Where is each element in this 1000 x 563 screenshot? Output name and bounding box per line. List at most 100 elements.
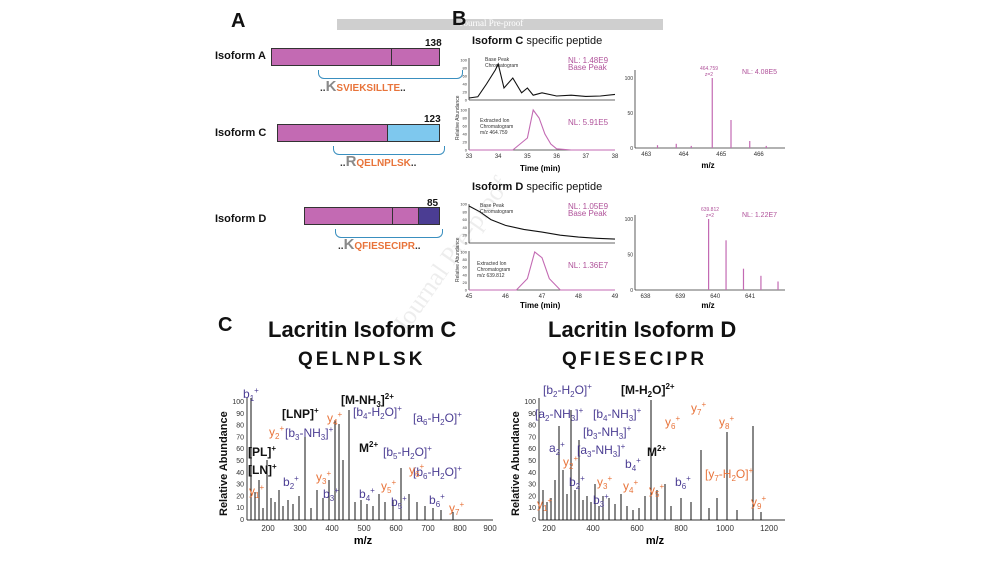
svg-text:[LN]+: [LN]+ (248, 462, 277, 477)
panel-letter-c: C (218, 314, 233, 336)
y-tick-label: 80 (463, 116, 468, 121)
svg-text:[PL]+: [PL]+ (248, 444, 276, 459)
msms-y-tick-label: 20 (236, 493, 244, 500)
ms-x-tick-label: 638 (640, 294, 651, 300)
msms-x-tick-label: 400 (325, 524, 339, 533)
msms-y-tick-label: 10 (236, 505, 244, 512)
svg-text:M2+: M2+ (359, 440, 378, 455)
y-tick-label: 100 (460, 250, 467, 255)
ms-x-tick-label: 641 (745, 294, 756, 300)
svg-text:[b5-H2O]+: [b5-H2O]+ (383, 444, 432, 461)
svg-text:b6+: b6+ (429, 492, 445, 509)
ms-y-tick-label: 50 (627, 111, 633, 117)
c-ylabel: Relative Abundance (455, 95, 461, 140)
msms-y-tick-label: 50 (528, 458, 536, 465)
y-tick-label: 20 (463, 90, 468, 95)
x-tick-label: 37 (582, 154, 589, 160)
svg-text:[y7-H2O]+: [y7-H2O]+ (705, 466, 754, 483)
y-tick-label: 0 (465, 288, 468, 293)
x-tick-label: 47 (539, 294, 546, 300)
msms-y-tick-label: 60 (528, 446, 536, 453)
isoform-a-label: Isoform A (215, 50, 266, 62)
svg-text:y7+: y7+ (449, 500, 464, 517)
d-bpc-nl: NL: 1.05E9 (568, 202, 609, 211)
c-ms-xlabel: m/z (701, 161, 714, 170)
isoform-c-sequence: QELNPLSK (298, 349, 426, 370)
d-eic-label-2: Chromatogram (477, 267, 510, 273)
svg-text:b2+: b2+ (283, 474, 299, 491)
svg-text:[a3-NH3]+: [a3-NH3]+ (577, 442, 626, 459)
r-ylabel: Relative Abundance (510, 411, 522, 516)
c-bpc-nl: NL: 1.48E9 (568, 56, 609, 65)
ms-x-tick-label: 639 (675, 294, 686, 300)
msms-x-tick-label: 600 (630, 524, 644, 533)
c-bpc-trace (468, 62, 616, 99)
svg-text:b3+: b3+ (323, 486, 339, 503)
ms-y-tick-label: 0 (630, 146, 633, 152)
svg-text:[a6-H2O]+: [a6-H2O]+ (413, 410, 462, 427)
isoform-c-msms-spectrum: 0 10 20 30 40 50 60 70 80 90 100 200 300 400 500 600 70… (218, 386, 497, 547)
msms-y-tick-label: 30 (528, 482, 536, 489)
isoform-c-chromatograms: Base Peak Chromatogram Extracted Ion Chr… (455, 56, 619, 173)
ms-x-tick-label: 465 (716, 152, 727, 158)
isoform-d-divider (392, 207, 393, 225)
y-tick-label: 0 (465, 148, 468, 153)
svg-text:y6+: y6+ (665, 414, 680, 431)
svg-text:y4+: y4+ (327, 410, 342, 427)
c-bpc-label-2: Chromatogram (485, 63, 518, 69)
c-eic-nl: NL: 5.91E5 (568, 118, 609, 127)
isoform-d-msms-title: Lacritin Isoform D (548, 317, 737, 342)
isoform-d-sequence: QFIESECIPR (562, 349, 708, 370)
svg-text:y7+: y7+ (691, 400, 706, 417)
ms-y-tick-label: 100 (625, 76, 634, 82)
y-tick-label: 0 (465, 241, 468, 246)
msms-y-tick-label: 30 (236, 482, 244, 489)
msms-y-tick-label: 80 (236, 423, 244, 430)
isoform-d-peptide-title: Isoform D specific peptide (472, 181, 603, 193)
d-xlabel: Time (min) (520, 301, 561, 310)
y-tick-label: 20 (463, 280, 468, 285)
l-ylabel: Relative Abundance (218, 411, 230, 516)
d-bpc-nl-2: Base Peak (568, 209, 608, 218)
svg-text:y5+: y5+ (649, 482, 664, 499)
c-eic-label-2: Chromatogram (480, 124, 513, 130)
svg-text:b1+: b1+ (243, 386, 259, 403)
svg-text:b6+: b6+ (675, 474, 691, 491)
c-bpc-label-1: Base Peak (485, 57, 510, 63)
y-tick-label: 100 (460, 108, 467, 113)
d-bpc-trace (468, 205, 616, 240)
isoform-a-length: 138 (425, 38, 442, 49)
svg-text:[M-H2O]2+: [M-H2O]2+ (621, 382, 675, 399)
d-eic-trace (469, 251, 615, 291)
ms-x-tick-label: 464 (679, 152, 690, 158)
svg-text:[M-NH3]2+: [M-NH3]2+ (341, 392, 394, 409)
y-tick-label: 100 (460, 202, 467, 207)
y-tick-label: 40 (463, 82, 468, 87)
msms-x-tick-label: 900 (483, 524, 497, 533)
watermark-bar (337, 19, 663, 30)
x-tick-label: 36 (553, 154, 560, 160)
isoform-d-chromatograms: Base Peak Chromatogram Extracted Ion Chr… (455, 202, 619, 311)
c-eic-label-1: Extracted Ion (480, 118, 510, 124)
svg-text:b3+: b3+ (593, 492, 609, 509)
c-ms-charge: z=2 (705, 72, 713, 78)
x-tick-label: 48 (575, 294, 582, 300)
svg-text:y5+: y5+ (381, 478, 396, 495)
c-bpc-nl-2: Base Peak (568, 63, 608, 72)
d-ms-charge: z=2 (706, 213, 714, 219)
x-tick-label: 46 (502, 294, 509, 300)
msms-y-tick-label: 60 (236, 446, 244, 453)
msms-y-tick-label: 90 (236, 411, 244, 418)
l-xlabel: m/z (354, 535, 373, 547)
msms-x-tick-label: 300 (293, 524, 307, 533)
svg-text:[LNP]+: [LNP]+ (282, 406, 319, 421)
y-tick-label: 60 (463, 74, 468, 79)
isoform-c-msms-title: Lacritin Isoform C (268, 317, 457, 342)
y-tick-label: 100 (460, 58, 467, 63)
y-tick-label: 80 (463, 257, 468, 262)
d-eic-label-1: Extracted Ion (477, 261, 507, 267)
ms-x-tick-label: 466 (754, 152, 765, 158)
msms-x-tick-label: 500 (357, 524, 371, 533)
d-eic-nl: NL: 1.36E7 (568, 261, 609, 270)
x-tick-label: 45 (466, 294, 473, 300)
